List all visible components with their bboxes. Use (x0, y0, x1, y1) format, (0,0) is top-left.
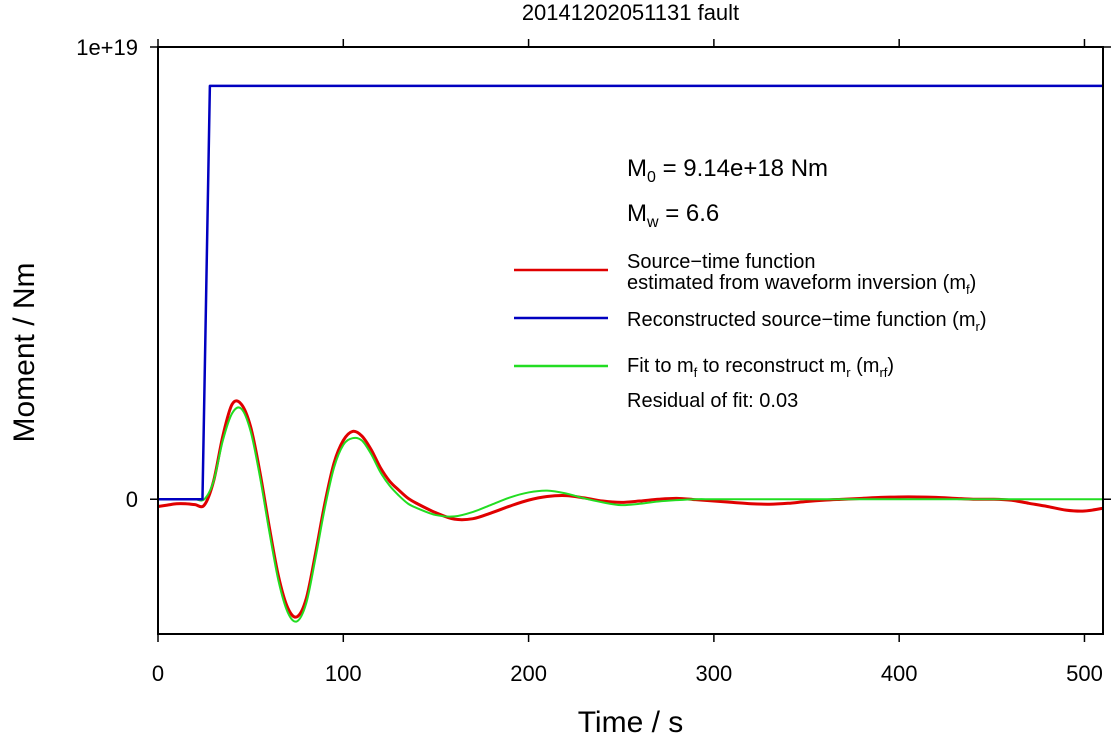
legend: Source−time function estimated from wave… (514, 251, 987, 412)
x-tick-label: 0 (152, 661, 164, 686)
legend-entry-red-line1: Source−time function (627, 251, 815, 273)
legend-green-t3: (m (851, 355, 880, 377)
legend-entry-green: Fit to mf to reconstruct mr (mrf) (627, 355, 894, 380)
series-line-estimated (157, 399, 1104, 619)
legend-green-t4: ) (887, 355, 894, 377)
x-tick-label: 400 (881, 661, 918, 686)
m0-annotation: M0 = 9.14e+18 Nm (627, 155, 828, 186)
legend-green-s3: rf (879, 365, 887, 380)
y-axis-label: Moment / Nm (8, 262, 41, 442)
legend-green-s1: f (694, 365, 698, 380)
legend-red-l2-after: ) (970, 272, 977, 294)
x-tick-label: 500 (1066, 661, 1103, 686)
x-axis-label: Time / s (578, 706, 684, 735)
m0-rest: = 9.14e+18 Nm (656, 155, 828, 182)
legend-blue-text: Reconstructed source−time function (m (627, 309, 976, 331)
x-tick-label: 300 (696, 661, 733, 686)
ticks-layer: 0 100 200 300 400 500 0 1e+19 (76, 35, 1111, 686)
legend-blue-after: ) (980, 309, 987, 331)
legend-red-l2-text: estimated from waveform inversion (m (627, 272, 966, 294)
m0-sub: 0 (647, 169, 656, 186)
y-tick-label: 0 (126, 487, 138, 512)
legend-entry-blue: Reconstructed source−time function (mr) (627, 309, 987, 334)
mw-rest: = 6.6 (659, 200, 720, 227)
m0-main: M (627, 155, 647, 182)
series-line-reconstructed (158, 84, 1103, 501)
legend-blue-sub: r (976, 319, 981, 334)
legend-green-s2: r (846, 365, 851, 380)
legend-green-t1: Fit to m (627, 355, 694, 377)
mw-sub: w (646, 214, 659, 231)
legend-red-l2-sub: f (966, 282, 970, 297)
chart-title: 20141202051131 fault (522, 0, 739, 25)
series-line-fit (158, 406, 1103, 623)
y-tick-label: 1e+19 (76, 35, 138, 60)
series-layer (157, 84, 1104, 623)
legend-entry-red-line2: estimated from waveform inversion (mf) (627, 272, 976, 297)
plot-frame (157, 46, 1104, 635)
x-tick-label: 100 (325, 661, 362, 686)
mw-annotation: Mw = 6.6 (627, 200, 719, 231)
x-tick-label: 200 (510, 661, 547, 686)
mw-main: M (627, 200, 647, 227)
residual-annotation: Residual of fit: 0.03 (627, 390, 798, 412)
legend-green-t2: to reconstruct m (697, 355, 846, 377)
